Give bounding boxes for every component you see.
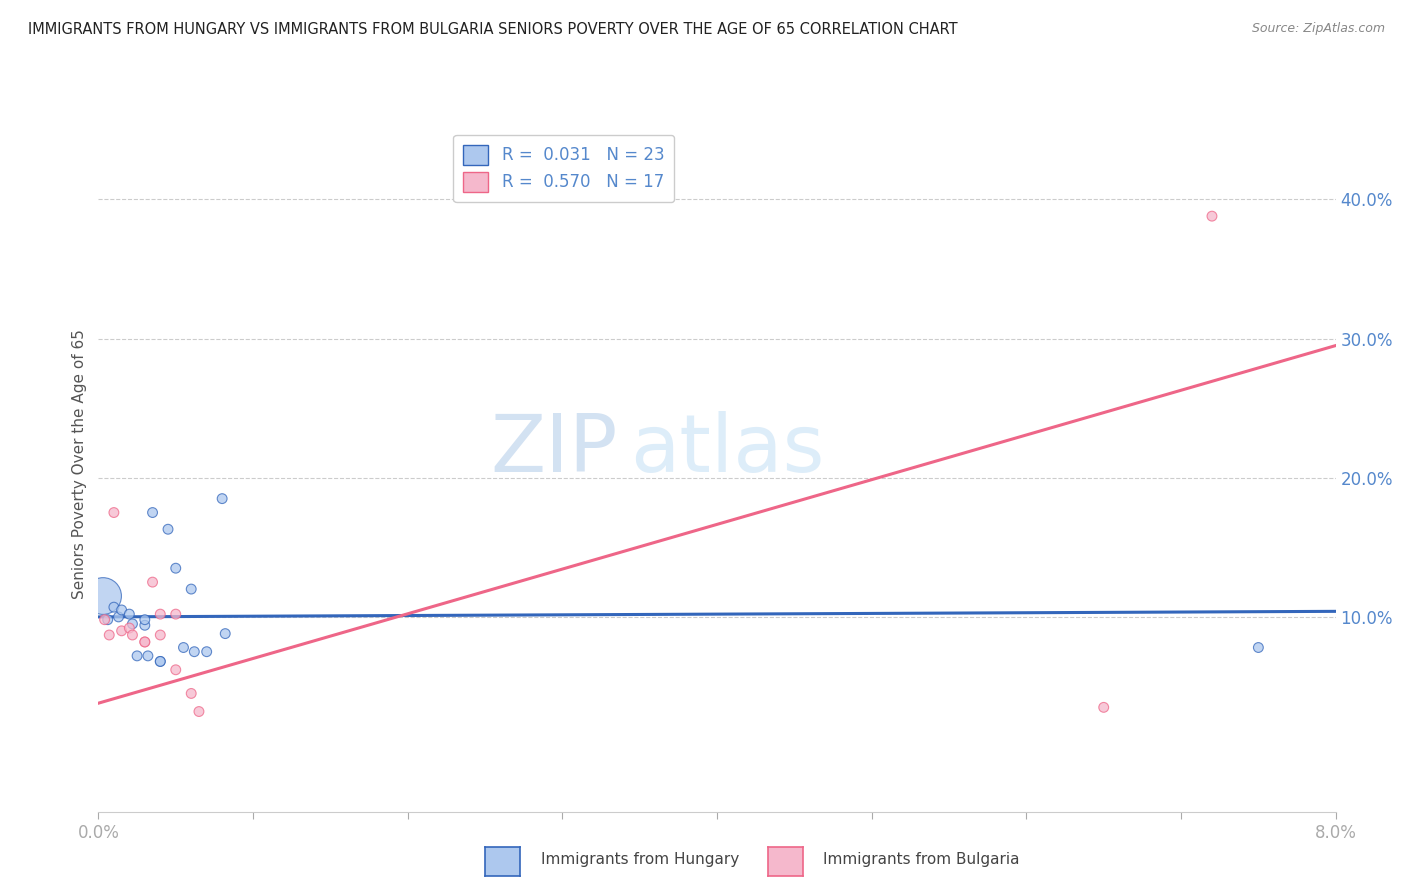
Point <box>183 645 205 659</box>
Point <box>149 607 172 621</box>
Point <box>136 648 159 663</box>
Point <box>149 628 172 642</box>
Point <box>93 613 115 627</box>
Point <box>118 607 141 621</box>
Point <box>188 705 211 719</box>
Text: IMMIGRANTS FROM HUNGARY VS IMMIGRANTS FROM BULGARIA SENIORS POVERTY OVER THE AGE: IMMIGRANTS FROM HUNGARY VS IMMIGRANTS FR… <box>28 22 957 37</box>
Point <box>118 621 141 635</box>
Point <box>107 610 129 624</box>
Point <box>1247 640 1270 655</box>
Text: Source: ZipAtlas.com: Source: ZipAtlas.com <box>1251 22 1385 36</box>
Text: ZIP: ZIP <box>491 411 619 489</box>
Point <box>111 603 134 617</box>
Point <box>142 506 165 520</box>
Point <box>142 575 165 590</box>
Point <box>134 635 156 649</box>
Y-axis label: Seniors Poverty Over the Age of 65: Seniors Poverty Over the Age of 65 <box>72 329 87 599</box>
Point <box>195 645 218 659</box>
Point <box>211 491 233 506</box>
Text: Immigrants from Hungary: Immigrants from Hungary <box>541 852 740 867</box>
Point <box>180 582 202 596</box>
Point <box>165 561 187 575</box>
Point <box>149 655 172 669</box>
Point <box>214 626 236 640</box>
Point <box>103 506 125 520</box>
Point <box>97 613 120 627</box>
Point <box>165 607 187 621</box>
Text: Immigrants from Bulgaria: Immigrants from Bulgaria <box>823 852 1019 867</box>
Point <box>180 686 202 700</box>
Legend: R =  0.031   N = 23, R =  0.570   N = 17: R = 0.031 N = 23, R = 0.570 N = 17 <box>453 135 673 202</box>
Point <box>103 600 125 615</box>
Point <box>121 616 143 631</box>
Text: atlas: atlas <box>630 411 825 489</box>
Point <box>111 624 134 638</box>
Point <box>134 613 156 627</box>
Point <box>127 648 149 663</box>
Point <box>121 628 143 642</box>
Point <box>149 655 172 669</box>
Point <box>1092 700 1115 714</box>
Point <box>165 663 187 677</box>
Point <box>1201 209 1223 223</box>
Point <box>172 640 194 655</box>
Point <box>98 628 121 642</box>
Point <box>134 618 156 632</box>
Point <box>157 522 180 536</box>
Point <box>91 589 114 603</box>
Point <box>134 635 156 649</box>
